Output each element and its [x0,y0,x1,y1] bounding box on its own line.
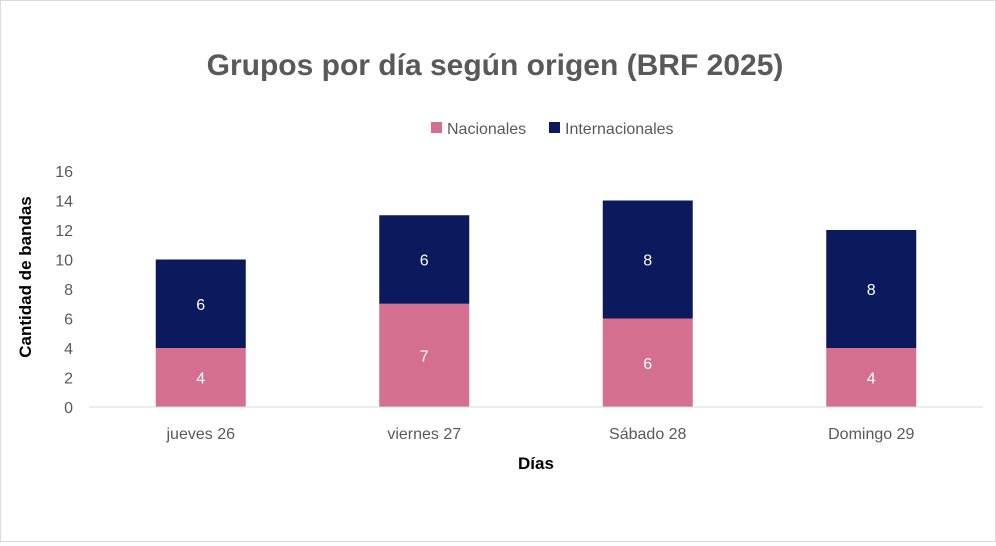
legend: Nacionales Internacionales [431,121,674,138]
legend-item: Internacionales [549,121,674,138]
y-axis-ticks: 0 2 4 6 8 10 12 14 16 [55,164,73,417]
bar-nacionales [826,348,917,407]
x-tick-label: viernes 27 [387,426,461,443]
bar-internacionales [379,215,470,304]
data-label: 6 [420,253,429,270]
x-tick-label: Domingo 29 [828,426,914,443]
y-tick-label: 2 [64,371,73,388]
x-tick-label: Sábado 28 [609,426,687,443]
legend-label: Nacionales [447,121,526,138]
bar-nacionales [155,348,246,407]
y-tick-label: 16 [55,164,73,181]
bar-nacionales [602,318,693,407]
y-tick-label: 6 [64,312,73,329]
data-label: 4 [867,371,876,388]
legend-swatch [549,122,560,133]
x-axis-ticks: jueves 26 viernes 27 Sábado 28 Domingo 29 [166,426,915,443]
bar-internacionales [602,200,693,319]
y-axis-label: Cantidad de bandas [16,196,35,358]
x-axis-label: Días [518,454,554,473]
legend-label: Internacionales [565,121,674,138]
data-label: 6 [643,356,652,373]
bar-nacionales [379,303,470,407]
y-tick-label: 12 [55,223,73,240]
bar-internacionales [826,230,917,348]
bar-internacionales [155,259,246,348]
y-tick-label: 10 [55,253,73,270]
y-tick-label: 4 [64,341,73,358]
data-label: 8 [867,282,876,299]
y-tick-label: 14 [55,194,73,211]
data-label: 7 [420,348,429,365]
x-tick-label: jueves 26 [166,426,236,443]
legend-swatch [431,122,442,133]
y-tick-label: 0 [64,400,73,417]
data-label: 6 [196,297,205,314]
legend-item: Nacionales [431,121,526,138]
data-label: 4 [196,371,205,388]
y-tick-label: 8 [64,282,73,299]
data-label: 8 [643,253,652,270]
bars: 4 6 7 6 6 8 4 8 [155,200,917,407]
chart-title: Grupos por día según origen (BRF 2025) [207,49,784,82]
